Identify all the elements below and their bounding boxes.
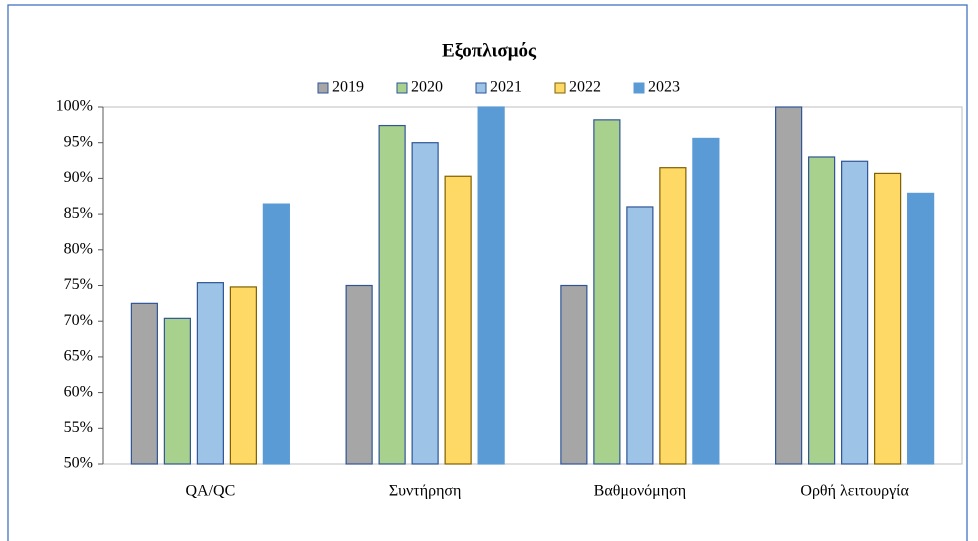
x-tick-label: Συντήρηση [389, 483, 462, 500]
bar [907, 192, 935, 465]
chart-title: Εξοπλισμός [442, 40, 537, 61]
legend-label: 2019 [332, 79, 364, 96]
legend-label: 2023 [648, 79, 680, 96]
y-tick-label: 60% [64, 383, 93, 400]
bar [626, 206, 654, 465]
bar [841, 160, 869, 465]
legend-label: 2020 [411, 79, 443, 96]
x-tick-label: Ορθή λειτουργία [800, 483, 909, 500]
y-tick-label: 75% [64, 276, 93, 293]
y-tick-label: 85% [64, 205, 93, 222]
bar [874, 172, 902, 465]
x-tick-label: QA/QC [185, 483, 235, 500]
y-tick-label: 80% [64, 240, 93, 257]
bar [477, 106, 505, 465]
legend-swatch [633, 82, 645, 94]
legend-label: 2021 [490, 79, 522, 96]
bar [163, 317, 191, 465]
bar [692, 137, 720, 465]
bar [775, 106, 803, 465]
bar [411, 142, 439, 465]
legend-swatch [317, 82, 329, 94]
y-tick-label: 100% [56, 98, 93, 115]
y-tick-label: 55% [64, 419, 93, 436]
bar [196, 282, 224, 465]
y-tick-label: 65% [64, 348, 93, 365]
legend-swatch [396, 82, 408, 94]
bar [345, 284, 373, 465]
bar [444, 175, 472, 465]
bar [659, 167, 687, 465]
legend-swatch [475, 82, 487, 94]
bar [262, 203, 290, 465]
y-tick-label: 70% [64, 312, 93, 329]
y-tick-label: 95% [64, 133, 93, 150]
bar [229, 286, 257, 465]
bar [808, 156, 836, 465]
y-tick-label: 90% [64, 169, 93, 186]
bar [560, 284, 588, 465]
bar [130, 302, 158, 465]
y-tick-label: 50% [64, 455, 93, 472]
bar [378, 124, 406, 465]
legend-swatch [554, 82, 566, 94]
x-tick-label: Βαθμονόμηση [594, 483, 686, 500]
legend-label: 2022 [569, 79, 601, 96]
bar [593, 119, 621, 465]
